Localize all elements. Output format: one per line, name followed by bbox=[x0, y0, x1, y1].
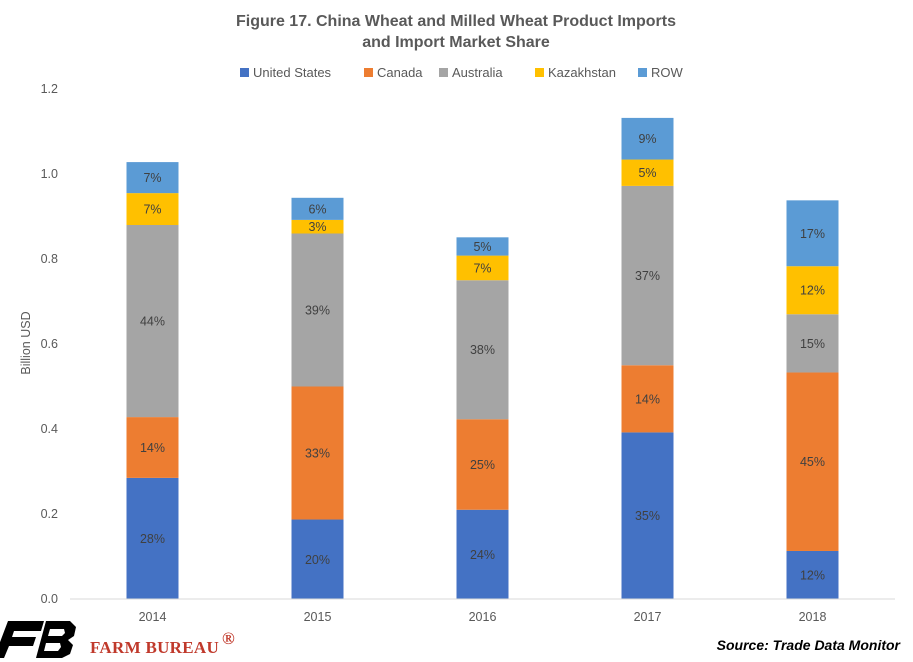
farm-bureau-fb-logo-icon bbox=[0, 621, 76, 658]
bar-segment-united-states-2015 bbox=[291, 519, 344, 599]
bar-segment-united-states-2014 bbox=[126, 477, 179, 599]
data-label: 5% bbox=[473, 240, 491, 254]
legend-swatch-australia bbox=[439, 68, 448, 77]
x-tick-label: 2016 bbox=[469, 610, 497, 624]
bar-segment-canada-2015 bbox=[291, 386, 344, 520]
data-label: 9% bbox=[638, 132, 656, 146]
y-tick-label: 0.8 bbox=[41, 252, 58, 266]
data-label: 44% bbox=[140, 315, 165, 329]
bar-segment-canada-2014 bbox=[126, 417, 179, 478]
bar-segment-united-states-2018 bbox=[786, 550, 839, 599]
bar-segment-australia-2015 bbox=[291, 233, 344, 387]
bar-segment-row-2016 bbox=[456, 237, 509, 256]
y-tick-label: 0.0 bbox=[41, 592, 58, 606]
bars: 28% 14% 44% 7% 7% 20% 33% 39% 3% 6% 24% 25% 38% 7% 5% 3… bbox=[126, 117, 839, 599]
data-label: 14% bbox=[635, 392, 660, 406]
legend-label-canada: Canada bbox=[377, 65, 423, 80]
data-label: 12% bbox=[800, 284, 825, 298]
x-tick-label: 2014 bbox=[139, 610, 167, 624]
x-tick-label: 2015 bbox=[304, 610, 332, 624]
bar-segment-canada-2016 bbox=[456, 419, 509, 510]
chart-title-line-2: and Import Market Share bbox=[362, 34, 550, 51]
y-tick-label: 0.4 bbox=[41, 422, 58, 436]
data-label: 25% bbox=[470, 458, 495, 472]
data-label: 15% bbox=[800, 337, 825, 351]
data-label: 3% bbox=[308, 220, 326, 234]
data-label: 28% bbox=[140, 532, 165, 546]
data-label: 37% bbox=[635, 269, 660, 283]
data-label: 45% bbox=[800, 455, 825, 469]
chart-title-line-1: Figure 17. China Wheat and Milled Wheat … bbox=[236, 13, 676, 30]
data-label: 24% bbox=[470, 548, 495, 562]
bar-segment-united-states-2016 bbox=[456, 509, 509, 599]
y-axis: 0.0 0.2 0.4 0.6 0.8 1.0 1.2 bbox=[41, 82, 58, 606]
data-label: 7% bbox=[473, 261, 491, 275]
legend-swatch-united-states bbox=[240, 68, 249, 77]
bar-segment-kazakhstan-2014 bbox=[126, 193, 179, 225]
data-label: 5% bbox=[638, 166, 656, 180]
data-label: 20% bbox=[305, 553, 330, 567]
y-axis-label: Billion USD bbox=[19, 311, 33, 374]
legend-swatch-row bbox=[638, 68, 647, 77]
x-axis: 2014 2015 2016 2017 2018 bbox=[139, 610, 827, 624]
bar-segment-canada-2017 bbox=[621, 365, 674, 433]
bar-segment-kazakhstan-2015 bbox=[291, 219, 344, 234]
bar-segment-kazakhstan-2018 bbox=[786, 266, 839, 315]
x-tick-label: 2018 bbox=[799, 610, 827, 624]
legend-label-row: ROW bbox=[651, 65, 684, 80]
bar-segment-australia-2016 bbox=[456, 280, 509, 420]
data-label: 17% bbox=[800, 227, 825, 241]
bar-segment-row-2018 bbox=[786, 200, 839, 267]
y-tick-label: 0.6 bbox=[41, 337, 58, 351]
bar-segment-row-2014 bbox=[126, 162, 179, 194]
y-tick-label: 1.2 bbox=[41, 82, 58, 96]
data-label: 39% bbox=[305, 304, 330, 318]
legend: United States Canada Australia Kazakhstan RO… bbox=[240, 65, 684, 80]
legend-label-united-states: United States bbox=[253, 65, 332, 80]
bar-segment-united-states-2017 bbox=[621, 432, 674, 599]
legend-label-kazakhstan: Kazakhstan bbox=[548, 65, 616, 80]
data-label: 7% bbox=[143, 203, 161, 217]
y-tick-label: 0.2 bbox=[41, 507, 58, 521]
data-label: 6% bbox=[308, 202, 326, 216]
data-label: 35% bbox=[635, 509, 660, 523]
bar-segment-australia-2017 bbox=[621, 185, 674, 366]
legend-swatch-canada bbox=[364, 68, 373, 77]
brand-name: FARM BUREAU bbox=[90, 638, 219, 657]
registered-mark: ® bbox=[222, 629, 235, 648]
bar-segment-row-2015 bbox=[291, 197, 344, 220]
bar-segment-australia-2014 bbox=[126, 225, 179, 418]
legend-label-australia: Australia bbox=[452, 65, 503, 80]
data-label: 7% bbox=[143, 171, 161, 185]
y-tick-label: 1.0 bbox=[41, 167, 58, 181]
bar-segment-australia-2018 bbox=[786, 314, 839, 373]
data-label: 14% bbox=[140, 441, 165, 455]
data-label: 38% bbox=[470, 343, 495, 357]
source-note: Source: Trade Data Monitor bbox=[717, 637, 902, 653]
x-tick-label: 2017 bbox=[634, 610, 662, 624]
data-label: 12% bbox=[800, 568, 825, 582]
bar-segment-canada-2018 bbox=[786, 372, 839, 551]
legend-swatch-kazakhstan bbox=[535, 68, 544, 77]
data-label: 33% bbox=[305, 447, 330, 461]
bar-segment-row-2017 bbox=[621, 117, 674, 160]
bar-segment-kazakhstan-2017 bbox=[621, 159, 674, 186]
bar-segment-kazakhstan-2016 bbox=[456, 255, 509, 281]
